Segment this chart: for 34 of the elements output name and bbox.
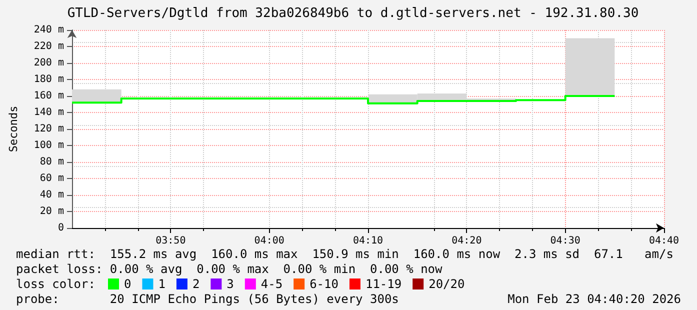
- x-tick-label: 03:50: [156, 236, 186, 246]
- x-tick-label: 04:10: [352, 236, 384, 246]
- x-tick-label: 04:20: [452, 236, 482, 246]
- y-tick-label: 60 m: [40, 173, 64, 184]
- y-tick-label: 80 m: [40, 156, 64, 168]
- text: packet loss: 0.00 % avg 0.00 % max 0.00 % min 0.00 % now: [16, 262, 442, 276]
- legend-title: loss color:: [16, 277, 96, 291]
- legend-label: 11-19: [365, 277, 402, 291]
- legend-label: 20/20: [428, 277, 465, 291]
- y-axis-title: Seconds: [7, 106, 20, 152]
- y-tick-label: 100 m: [34, 140, 64, 151]
- y-tick-label: 120 m: [34, 124, 64, 134]
- chart-title: GTLD-Servers/Dgtld from 32ba026849b6 to d.gtld-servers.net - 192.31.80.30: [67, 6, 639, 21]
- x-tick-label: 04:40: [648, 236, 680, 246]
- legend-label: 4-5: [260, 277, 283, 291]
- y-tick-label: 200 m: [34, 58, 64, 68]
- text: median rtt: 155.2 ms avg 160.0 ms max 150.9 ms min 160.0 ms now 2.3 ms sd 67.1 am/s: [16, 247, 674, 261]
- text: probe: 20 ICMP Echo Pings (56 Bytes) every 300s: [16, 292, 399, 306]
- y-tick-label: 140 m: [34, 107, 64, 118]
- y-tick-label: 220 m: [34, 41, 64, 52]
- legend-label: 2: [192, 277, 200, 291]
- y-tick-label: 20 m: [40, 206, 64, 217]
- x-tick-label: 04:30: [550, 236, 580, 246]
- legend-label: 1: [158, 277, 166, 291]
- legend-label: 3: [226, 277, 234, 291]
- text: Mon Feb 23 04:40:20 2026: [508, 292, 681, 306]
- y-tick-label: 240 m: [34, 24, 64, 36]
- y-tick-label: 0: [58, 222, 64, 234]
- legend-label: 6-10: [310, 277, 338, 291]
- legend-label: 0: [124, 277, 132, 291]
- y-tick-label: 160 m: [34, 90, 64, 102]
- x-tick-label: 04:00: [254, 236, 284, 246]
- y-tick-label: 180 m: [34, 74, 64, 85]
- y-tick-label: 40 m: [40, 190, 64, 200]
